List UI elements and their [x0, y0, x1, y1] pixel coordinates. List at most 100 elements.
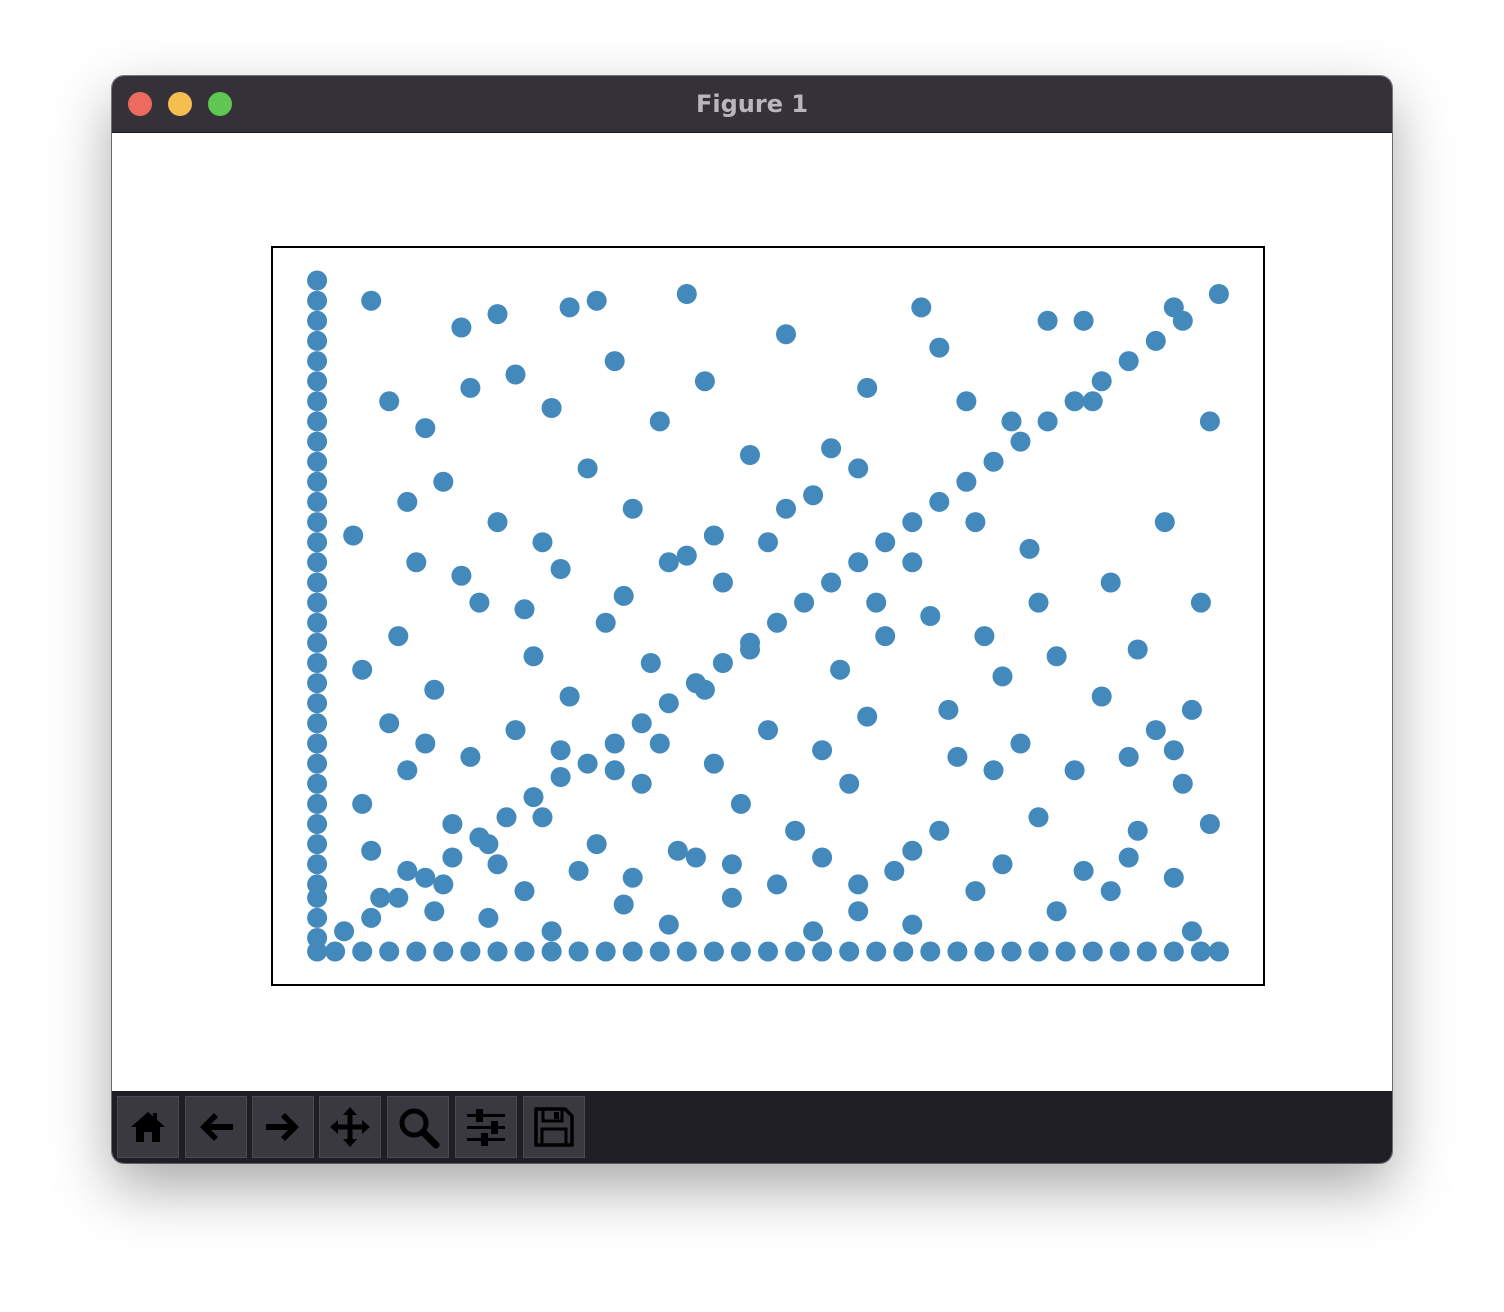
scatter-point — [496, 807, 517, 828]
back-button[interactable] — [185, 1096, 247, 1158]
scatter-point — [307, 653, 328, 673]
scatter-point — [532, 807, 553, 828]
scatter-point — [622, 498, 643, 519]
save-button[interactable] — [523, 1096, 585, 1158]
scatter-point — [307, 310, 328, 331]
scatter-point — [352, 941, 373, 962]
scatter-point — [487, 512, 508, 533]
scatter-point — [460, 746, 481, 767]
scatter-point — [848, 874, 869, 895]
scatter-point — [740, 639, 760, 660]
close-window-button[interactable] — [128, 92, 152, 116]
scatter-point — [307, 471, 328, 492]
scatter-point — [992, 666, 1013, 687]
scatter-point — [848, 552, 869, 573]
scatter-point — [1010, 431, 1031, 452]
scatter-point — [307, 632, 328, 653]
scatter-point — [1028, 941, 1049, 962]
scatter-point — [658, 552, 679, 573]
scatter-point — [307, 431, 328, 452]
scatter-point — [1082, 391, 1103, 412]
scatter-point — [902, 512, 923, 533]
scatter-point — [703, 753, 724, 774]
pan-button[interactable] — [319, 1096, 381, 1158]
scatter-point — [1190, 941, 1211, 962]
scatter-point — [1163, 867, 1184, 888]
scatter-point — [307, 290, 328, 311]
scatter-point — [307, 572, 328, 593]
scatter-point — [1145, 720, 1166, 741]
scatter-point — [307, 330, 328, 351]
scatter-point — [658, 693, 679, 714]
scatter-point — [334, 921, 355, 942]
sliders-icon — [467, 1109, 505, 1146]
scatter-point — [965, 881, 986, 902]
scatter-point — [821, 572, 842, 593]
scatter-point — [307, 733, 328, 754]
scatter-point — [307, 371, 328, 392]
scatter-point — [307, 928, 328, 948]
figure-canvas[interactable] — [112, 133, 1392, 1091]
scatter-point — [812, 847, 833, 868]
scatter-point — [568, 941, 589, 962]
scatter-point — [451, 565, 472, 586]
scatter-point — [1118, 746, 1139, 767]
window-title: Figure 1 — [695, 90, 809, 118]
scatter-point — [866, 941, 887, 962]
points-layer — [307, 270, 1229, 962]
scatter-point — [1199, 814, 1220, 834]
scatter-point — [433, 941, 454, 962]
scatter-point — [839, 941, 860, 962]
scatter-point — [992, 854, 1013, 875]
scatter-point — [307, 693, 328, 714]
zoom-button[interactable] — [387, 1096, 449, 1158]
scatter-point — [379, 391, 400, 412]
scatter-point — [640, 653, 661, 673]
scatter-point — [1037, 411, 1058, 432]
scatter-point — [767, 612, 787, 633]
scatter-point — [307, 834, 328, 855]
scatter-point — [487, 304, 508, 325]
scatter-point — [884, 860, 905, 881]
minimize-window-button[interactable] — [168, 92, 192, 116]
scatter-point — [667, 840, 688, 861]
scatter-point — [848, 458, 869, 479]
scatter-plot — [271, 246, 1265, 986]
scatter-point — [848, 901, 869, 922]
scatter-point — [712, 653, 733, 673]
scatter-point — [397, 760, 418, 781]
configure-subplots-button[interactable] — [455, 1096, 517, 1158]
scatter-point — [352, 659, 373, 680]
scatter-point — [703, 941, 724, 962]
scatter-point — [361, 840, 382, 861]
figure-window: Figure 1 — [112, 76, 1392, 1163]
scatter-point — [559, 297, 580, 318]
scatter-point — [307, 793, 328, 814]
scatter-point — [893, 941, 914, 962]
scatter-point — [703, 525, 724, 546]
forward-button[interactable] — [252, 1096, 314, 1158]
scatter-point — [460, 377, 481, 398]
scatter-point — [622, 867, 643, 888]
scatter-point — [1028, 807, 1049, 828]
scatter-point — [379, 713, 400, 734]
scatter-point — [433, 874, 454, 895]
scatter-point — [1082, 941, 1103, 962]
scatter-point — [307, 612, 328, 633]
scatter-point — [920, 941, 941, 962]
scatter-point — [361, 907, 382, 928]
scatter-point — [307, 451, 328, 472]
scatter-point — [595, 941, 616, 962]
scatter-point — [1109, 941, 1130, 962]
scatter-point — [694, 371, 715, 392]
scatter-point — [1181, 921, 1202, 942]
scatter-point — [676, 284, 697, 304]
scatter-point — [433, 471, 454, 492]
scatter-point — [586, 834, 607, 855]
scatter-point — [415, 733, 436, 754]
scatter-point — [1001, 941, 1022, 962]
scatter-point — [694, 679, 715, 700]
zoom-window-button[interactable] — [208, 92, 232, 116]
home-button[interactable] — [117, 1096, 179, 1158]
scatter-point — [307, 874, 328, 895]
